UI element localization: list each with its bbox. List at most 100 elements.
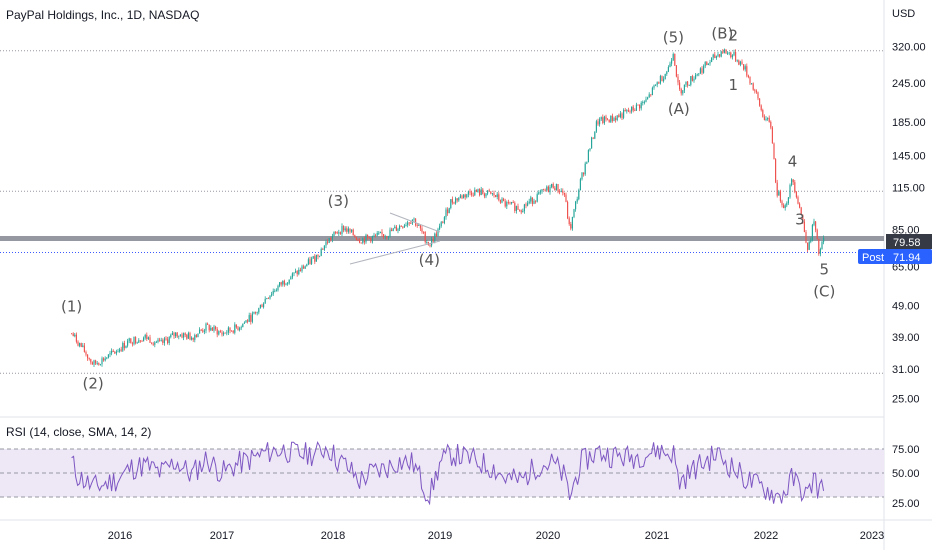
candle-body-4 xyxy=(77,341,79,346)
wave-label-8[interactable]: 1 xyxy=(729,76,739,94)
candle-body-249 xyxy=(469,191,471,193)
candle-body-247 xyxy=(466,194,468,198)
candle-body-228 xyxy=(435,233,437,237)
candle-body-274 xyxy=(509,202,511,204)
candle-body-154 xyxy=(317,254,319,257)
candle-body-364 xyxy=(653,85,655,88)
candle-body-132 xyxy=(282,280,284,285)
candle-body-20 xyxy=(103,358,105,361)
candle-body-2 xyxy=(74,334,76,337)
triangle-drawing[interactable] xyxy=(349,212,441,265)
candle-body-169 xyxy=(341,226,343,234)
candle-body-72 xyxy=(186,334,188,339)
candle-body-273 xyxy=(507,202,509,203)
candle-body-96 xyxy=(224,332,226,334)
candle-body-224 xyxy=(429,245,431,246)
candle-body-371 xyxy=(664,74,666,79)
candle-body-293 xyxy=(539,191,541,193)
candle-body-126 xyxy=(272,291,274,295)
candle-body-410 xyxy=(727,52,729,54)
candle-body-163 xyxy=(331,236,333,240)
candle-body-58 xyxy=(163,338,165,343)
candle-body-198 xyxy=(387,236,389,238)
candle-body-331 xyxy=(600,117,602,120)
candle-body-334 xyxy=(605,116,607,120)
wave-label-6[interactable]: (B) xyxy=(711,25,733,43)
candle-body-229 xyxy=(437,229,439,237)
candle-body-392 xyxy=(698,73,700,75)
wave-label-3[interactable]: (4) xyxy=(419,251,440,269)
candle-body-404 xyxy=(717,54,719,57)
candle-body-355 xyxy=(639,105,641,109)
candle-body-335 xyxy=(607,119,609,121)
candle-body-17 xyxy=(98,363,100,365)
candle-body-136 xyxy=(288,279,290,284)
candle-body-280 xyxy=(519,209,521,211)
candle-body-139 xyxy=(293,272,295,274)
candle-body-416 xyxy=(736,60,738,62)
wave-label-11[interactable]: 4 xyxy=(788,152,798,170)
candle-body-433 xyxy=(763,116,765,121)
candle-body-73 xyxy=(187,333,189,339)
candle-body-232 xyxy=(442,222,444,223)
candle-body-251 xyxy=(472,194,474,196)
candle-body-206 xyxy=(400,225,402,227)
candle-body-398 xyxy=(707,63,709,65)
candle-body-260 xyxy=(487,190,489,194)
candle-body-36 xyxy=(128,338,130,341)
price-tick-7: 49.00 xyxy=(892,301,920,313)
candle-body-110 xyxy=(247,320,249,322)
candle-body-205 xyxy=(399,225,401,229)
candle-body-70 xyxy=(183,333,185,338)
candle-body-250 xyxy=(471,192,473,195)
candle-body-6 xyxy=(80,343,82,347)
candle-body-285 xyxy=(527,203,529,206)
candle-body-282 xyxy=(522,211,524,213)
wave-label-10[interactable]: 3 xyxy=(795,210,805,228)
candle-body-217 xyxy=(418,225,420,226)
candle-body-111 xyxy=(248,315,250,322)
price-tick-1: 245.00 xyxy=(892,78,926,90)
candle-body-23 xyxy=(107,354,109,358)
wave-label-9[interactable]: 2 xyxy=(729,27,739,45)
candle-body-266 xyxy=(496,194,498,197)
wave-label-1[interactable]: (2) xyxy=(82,374,103,392)
candle-body-64 xyxy=(173,333,175,337)
candle-body-66 xyxy=(176,332,178,337)
candle-body-34 xyxy=(125,345,127,348)
candle-body-360 xyxy=(647,97,649,100)
candle-body-55 xyxy=(159,339,161,341)
candle-body-329 xyxy=(597,121,599,125)
candle-body-449 xyxy=(789,185,791,198)
candle-body-423 xyxy=(747,75,749,77)
candle-body-225 xyxy=(431,238,433,246)
candle-body-316 xyxy=(576,199,578,202)
price-axis[interactable]: 320.00 245.00 185.00 145.00 115.00 85.00 65.00… xyxy=(892,41,926,405)
wave-label-7[interactable]: (C) xyxy=(813,282,835,300)
candle-body-289 xyxy=(533,200,535,204)
candle-body-67 xyxy=(178,335,180,337)
candle-body-351 xyxy=(632,106,634,111)
candle-body-50 xyxy=(151,342,153,344)
candle-body-272 xyxy=(506,202,508,207)
candle-body-115 xyxy=(255,311,257,313)
candle-body-265 xyxy=(495,195,497,197)
candle-body-400 xyxy=(711,57,713,62)
candle-body-211 xyxy=(408,222,410,224)
candle-body-167 xyxy=(338,232,340,234)
candle-body-166 xyxy=(336,232,338,234)
candle-body-146 xyxy=(304,266,306,269)
candle-body-174 xyxy=(349,228,351,232)
candle-body-459 xyxy=(805,232,807,243)
wave-label-0[interactable]: (1) xyxy=(61,298,82,316)
candle-body-56 xyxy=(160,340,162,341)
wave-label-5[interactable]: (A) xyxy=(668,100,690,118)
candle-body-138 xyxy=(291,273,293,278)
candle-body-435 xyxy=(767,117,769,119)
wave-label-2[interactable]: (3) xyxy=(328,192,349,210)
candle-body-95 xyxy=(223,332,225,335)
time-axis[interactable]: 2016 2017 2018 2019 2020 2021 2022 2023 xyxy=(108,530,884,542)
wave-label-12[interactable]: 5 xyxy=(820,260,830,278)
wave-label-4[interactable]: (5) xyxy=(663,29,684,47)
